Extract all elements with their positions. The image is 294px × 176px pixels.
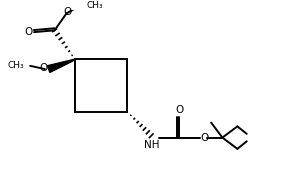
Text: O: O: [39, 63, 47, 73]
Text: NH: NH: [144, 140, 160, 150]
Text: CH₃: CH₃: [87, 1, 103, 10]
Text: CH₃: CH₃: [8, 61, 25, 70]
Text: O: O: [24, 27, 33, 37]
Text: O: O: [201, 133, 209, 143]
Polygon shape: [47, 59, 75, 72]
Text: O: O: [63, 7, 71, 17]
Text: O: O: [175, 105, 183, 115]
